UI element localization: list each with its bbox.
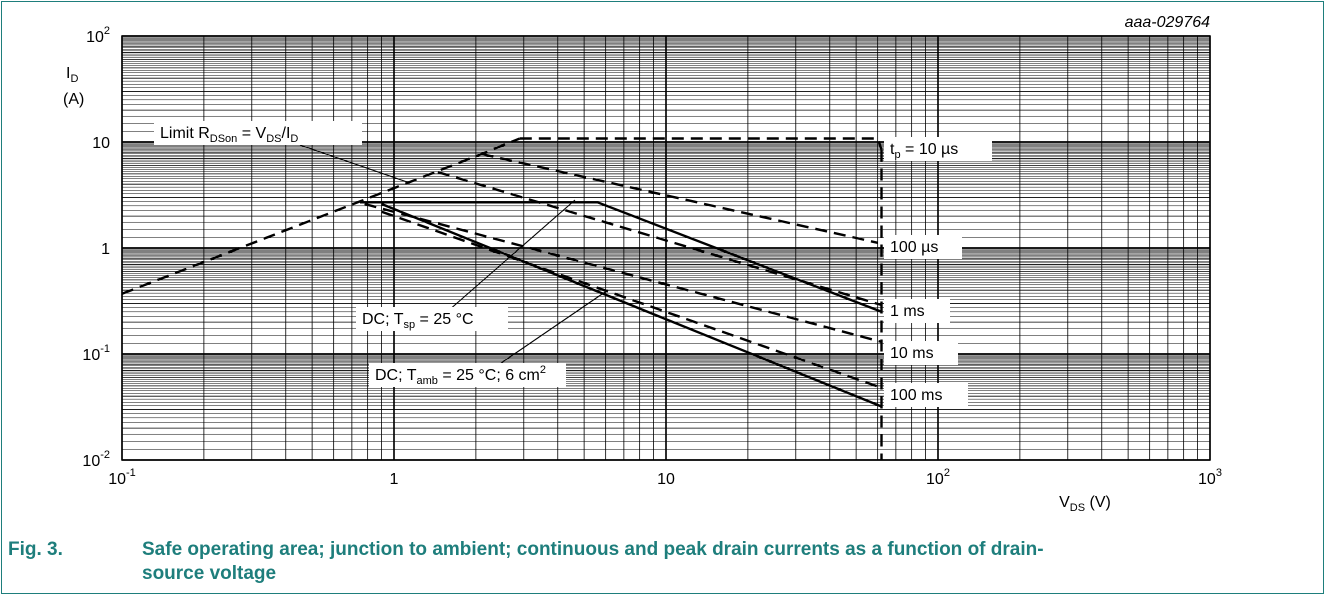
figure-id-code: aaa-029764 <box>1125 14 1211 31</box>
curve-4 <box>364 202 882 344</box>
curve-6 <box>360 201 882 313</box>
figure-caption: Fig. 3. Safe operating area; junction to … <box>8 538 1308 586</box>
x-axis-name: VDS (V) <box>1059 494 1111 514</box>
leader-line-2 <box>484 289 609 375</box>
x-tick-label: 10-1 <box>108 467 136 488</box>
y-axis-label: ID (A) <box>63 65 84 108</box>
annotation-bg-1ms <box>884 299 950 323</box>
curve-5 <box>381 210 882 389</box>
y-tick-label: 1 <box>101 241 110 258</box>
curve-7 <box>381 202 882 408</box>
plot-border <box>121 35 1211 461</box>
annotation-bg-100ms <box>884 383 968 407</box>
chart-grid <box>121 35 1211 461</box>
leader-line-1 <box>439 199 576 319</box>
annotation-1ms: 1 ms <box>890 303 925 320</box>
chart-curves <box>121 137 883 460</box>
y-tick-label: 10 <box>92 135 110 152</box>
curve-2 <box>481 152 878 244</box>
annotation-dc_tsp: DC; Tsp = 25 °C <box>362 311 474 331</box>
annotation-tp10us: tp = 10 µs <box>890 141 958 161</box>
annotation-limit: Limit RDSon = VDS/ID <box>160 125 298 145</box>
x-tick-label: 102 <box>926 467 950 488</box>
y-axis-unit: (A) <box>63 91 84 108</box>
curve-annotations: Limit RDSon = VDS/ID tp = 10 µs 100 µs 1 ms… <box>154 121 992 407</box>
annotation-bg-dc_tamb <box>369 363 566 387</box>
annotation-bg-100us <box>884 235 962 259</box>
caption-line-2: source voltage <box>142 563 277 584</box>
x-axis-label: VDS (V) <box>1059 494 1111 514</box>
curve-0 <box>121 137 521 295</box>
leader-line-0 <box>299 144 411 184</box>
x-tick-label: 1 <box>390 471 399 488</box>
y-axis-name: ID <box>66 65 78 85</box>
annotation-100us: 100 µs <box>890 239 938 256</box>
annotation-10ms: 10 ms <box>890 345 934 362</box>
annotation-bg-tp10us <box>884 137 992 161</box>
annotation-bg-limit <box>154 121 362 145</box>
y-tick-label: 10-2 <box>82 449 110 470</box>
x-tick-label: 10 <box>657 471 675 488</box>
caption-line-1: Safe operating area; junction to ambient… <box>142 539 1044 560</box>
y-tick-label: 10-1 <box>82 343 110 364</box>
annotation-bg-dc_tsp <box>356 307 508 331</box>
annotation-dc_tamb: DC; Tamb = 25 °C; 6 cm2 <box>375 364 546 387</box>
x-tick-label: 103 <box>1198 467 1222 488</box>
figure-number: Fig. 3. <box>8 539 63 560</box>
annotation-leaders <box>299 144 609 375</box>
curve-1 <box>519 137 883 150</box>
y-tick-label: 102 <box>86 25 110 46</box>
annotation-100ms: 100 ms <box>890 387 942 404</box>
annotation-bg-10ms <box>884 341 958 365</box>
